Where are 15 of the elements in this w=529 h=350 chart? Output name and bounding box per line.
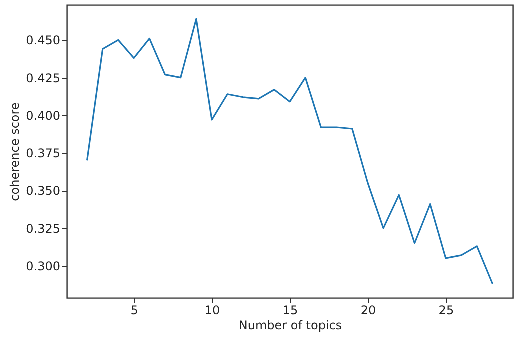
x-tick-label: 15 — [282, 304, 298, 318]
x-tick-label: 25 — [438, 304, 454, 318]
y-axis-title: coherence score — [8, 102, 22, 202]
y-tick-label: 0.350 — [26, 184, 60, 198]
x-axis-title: Number of topics — [238, 318, 342, 332]
y-tick-label: 0.400 — [26, 108, 60, 123]
x-tick-label: 5 — [130, 304, 138, 318]
y-tick-label: 0.375 — [26, 146, 60, 161]
y-tick-label: 0.300 — [26, 259, 60, 274]
x-tick-label: 20 — [360, 304, 376, 318]
y-tick-label: 0.325 — [26, 222, 60, 236]
y-tick-label: 0.425 — [26, 71, 60, 86]
y-tick-label: 0.450 — [26, 34, 60, 48]
x-tick-label: 10 — [204, 304, 220, 318]
line-series — [86, 18, 494, 285]
